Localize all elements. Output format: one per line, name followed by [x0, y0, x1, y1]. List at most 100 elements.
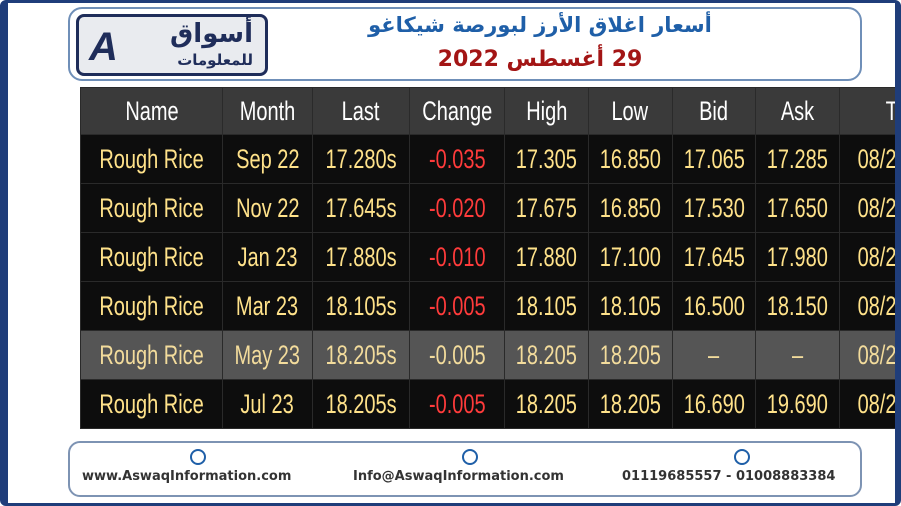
cell-text: Jan 23 [237, 241, 298, 272]
cell: High [504, 87, 589, 135]
cell: 16.690 [671, 379, 757, 429]
cell: 16.500 [671, 281, 757, 331]
email: Info@AswaqInformation.com [353, 469, 564, 484]
cell-text: 17.530 [683, 192, 745, 223]
cell-text: Rough Rice [99, 143, 204, 174]
cell: Rough Rice [79, 134, 224, 184]
cell: 19.690 [755, 379, 840, 429]
cell-text: 17.285 [766, 143, 828, 174]
cell-text: -0.035 [428, 143, 486, 174]
cell: Sep 22 [222, 134, 313, 184]
cell-text: 17.980 [766, 241, 828, 272]
cell-text: 16.500 [683, 290, 745, 321]
data-row: Rough Rice May 23 18.205s -0.005 18.205 18.20… [79, 330, 897, 380]
cell-text: 17.280s [325, 143, 397, 174]
data-row: Rough Rice Sep 22 17.280s -0.035 17.305 16.85… [79, 134, 897, 184]
column-header: Month [239, 95, 296, 126]
cell-text: 18.205 [516, 388, 578, 419]
cell-text: -0.020 [428, 192, 486, 223]
cell: -0.010 [408, 232, 506, 282]
cell-text: 08/29/2022 [857, 339, 897, 370]
logo-top: أسواق [170, 19, 253, 49]
cell-text: 08/29/2022 [857, 192, 897, 223]
cell-text: 17.305 [516, 143, 578, 174]
cell-text: 17.880s [325, 241, 397, 272]
cell: Time [838, 87, 901, 135]
cell-text: 18.205 [599, 388, 661, 419]
header-row: Name Month Last Change High Low Bid Ask Time [79, 87, 901, 135]
cell: Low [587, 87, 673, 135]
data-row: Rough Rice Mar 23 18.105s -0.005 18.105 18.10… [79, 281, 897, 331]
cell: Month [222, 87, 313, 135]
cell: 18.205s [311, 379, 410, 429]
column-header: Change [422, 95, 493, 126]
cell: May 23 [222, 330, 313, 380]
date: 29 أغسطس 2022 [437, 47, 643, 72]
cell-text: -0.005 [428, 388, 486, 419]
cell: 17.065 [671, 134, 757, 184]
cell-text: May 23 [234, 339, 301, 370]
cell-text: 16.850 [599, 143, 661, 174]
cell-text: 18.105 [516, 290, 578, 321]
cell-text: – [708, 339, 720, 370]
website: www.AswaqInformation.com [82, 469, 292, 484]
data-row: Rough Rice Jan 23 17.880s -0.010 17.880 17.10… [79, 232, 895, 282]
cell: 18.150 [755, 281, 840, 331]
cell: 17.530 [671, 183, 757, 233]
cell: -0.005 [408, 379, 506, 429]
cell: 17.100 [587, 232, 673, 282]
web-icon [190, 449, 206, 465]
cell: 17.280s [311, 134, 410, 184]
cell-text: Rough Rice [99, 339, 204, 370]
cell: Jan 23 [222, 232, 313, 282]
cell-text: -0.005 [428, 290, 486, 321]
cell: 18.205 [587, 330, 673, 380]
cell-text: 18.205 [599, 339, 661, 370]
column-header: Name [124, 95, 179, 126]
cell: -0.005 [408, 330, 506, 380]
cell-text: 18.205 [516, 339, 578, 370]
cell-text: Rough Rice [99, 192, 204, 223]
price-table: Name Month Last Change High Low Bid Ask Time Roug… [79, 87, 901, 429]
cell-text: 08/29/2022 [857, 290, 897, 321]
cell: Name [79, 87, 224, 135]
cell-text: Rough Rice [99, 241, 204, 272]
cell: Rough Rice [79, 379, 224, 429]
cell: 08/29/2022 [838, 134, 897, 184]
cell: Rough Rice [79, 183, 224, 233]
column-header: Low [611, 95, 649, 126]
column-header: Ask [780, 95, 815, 126]
cell: 18.205s [311, 330, 410, 380]
cell-text: 19.690 [766, 388, 828, 419]
data-row: Rough Rice Nov 22 17.645s -0.020 17.675 16.85… [79, 183, 897, 233]
cell: 17.645 [671, 232, 757, 282]
cell-text: 18.105s [325, 290, 397, 321]
cell-text: 16.850 [599, 192, 661, 223]
cell-text: 17.100 [599, 241, 661, 272]
cell-text: 08/29/2022 [857, 388, 897, 419]
cell: Ask [755, 87, 840, 135]
column-header: Time [885, 95, 901, 126]
cell-text: 17.650 [766, 192, 828, 223]
phone-icon [734, 449, 750, 465]
cell-text: 18.205s [325, 388, 397, 419]
cell-text: Rough Rice [99, 290, 204, 321]
title: أسعار اغلاق الأرز لبورصة شيكاغو [368, 13, 712, 37]
cell-text: 18.205s [325, 339, 397, 370]
phones: 01119685557 - 01008883384 [622, 469, 836, 484]
logo: A أسواق للمعلومات [76, 14, 268, 76]
cell-text: 17.675 [516, 192, 578, 223]
cell: Rough Rice [79, 232, 224, 282]
data-row: Rough Rice Jul 23 18.205s -0.005 18.205 18.20… [79, 379, 897, 429]
cell: -0.005 [408, 281, 506, 331]
cell-text: 17.645s [325, 192, 397, 223]
cell-text: – [791, 339, 803, 370]
cell: 18.205 [504, 379, 589, 429]
cell: 18.205 [504, 330, 589, 380]
cell: 18.205 [587, 379, 673, 429]
cell: 18.105 [504, 281, 589, 331]
cell-text: Sep 22 [235, 143, 300, 174]
cell-text: 08/29/2022 [857, 143, 897, 174]
cell-text: -0.005 [428, 339, 486, 370]
cell: Rough Rice [79, 281, 224, 331]
